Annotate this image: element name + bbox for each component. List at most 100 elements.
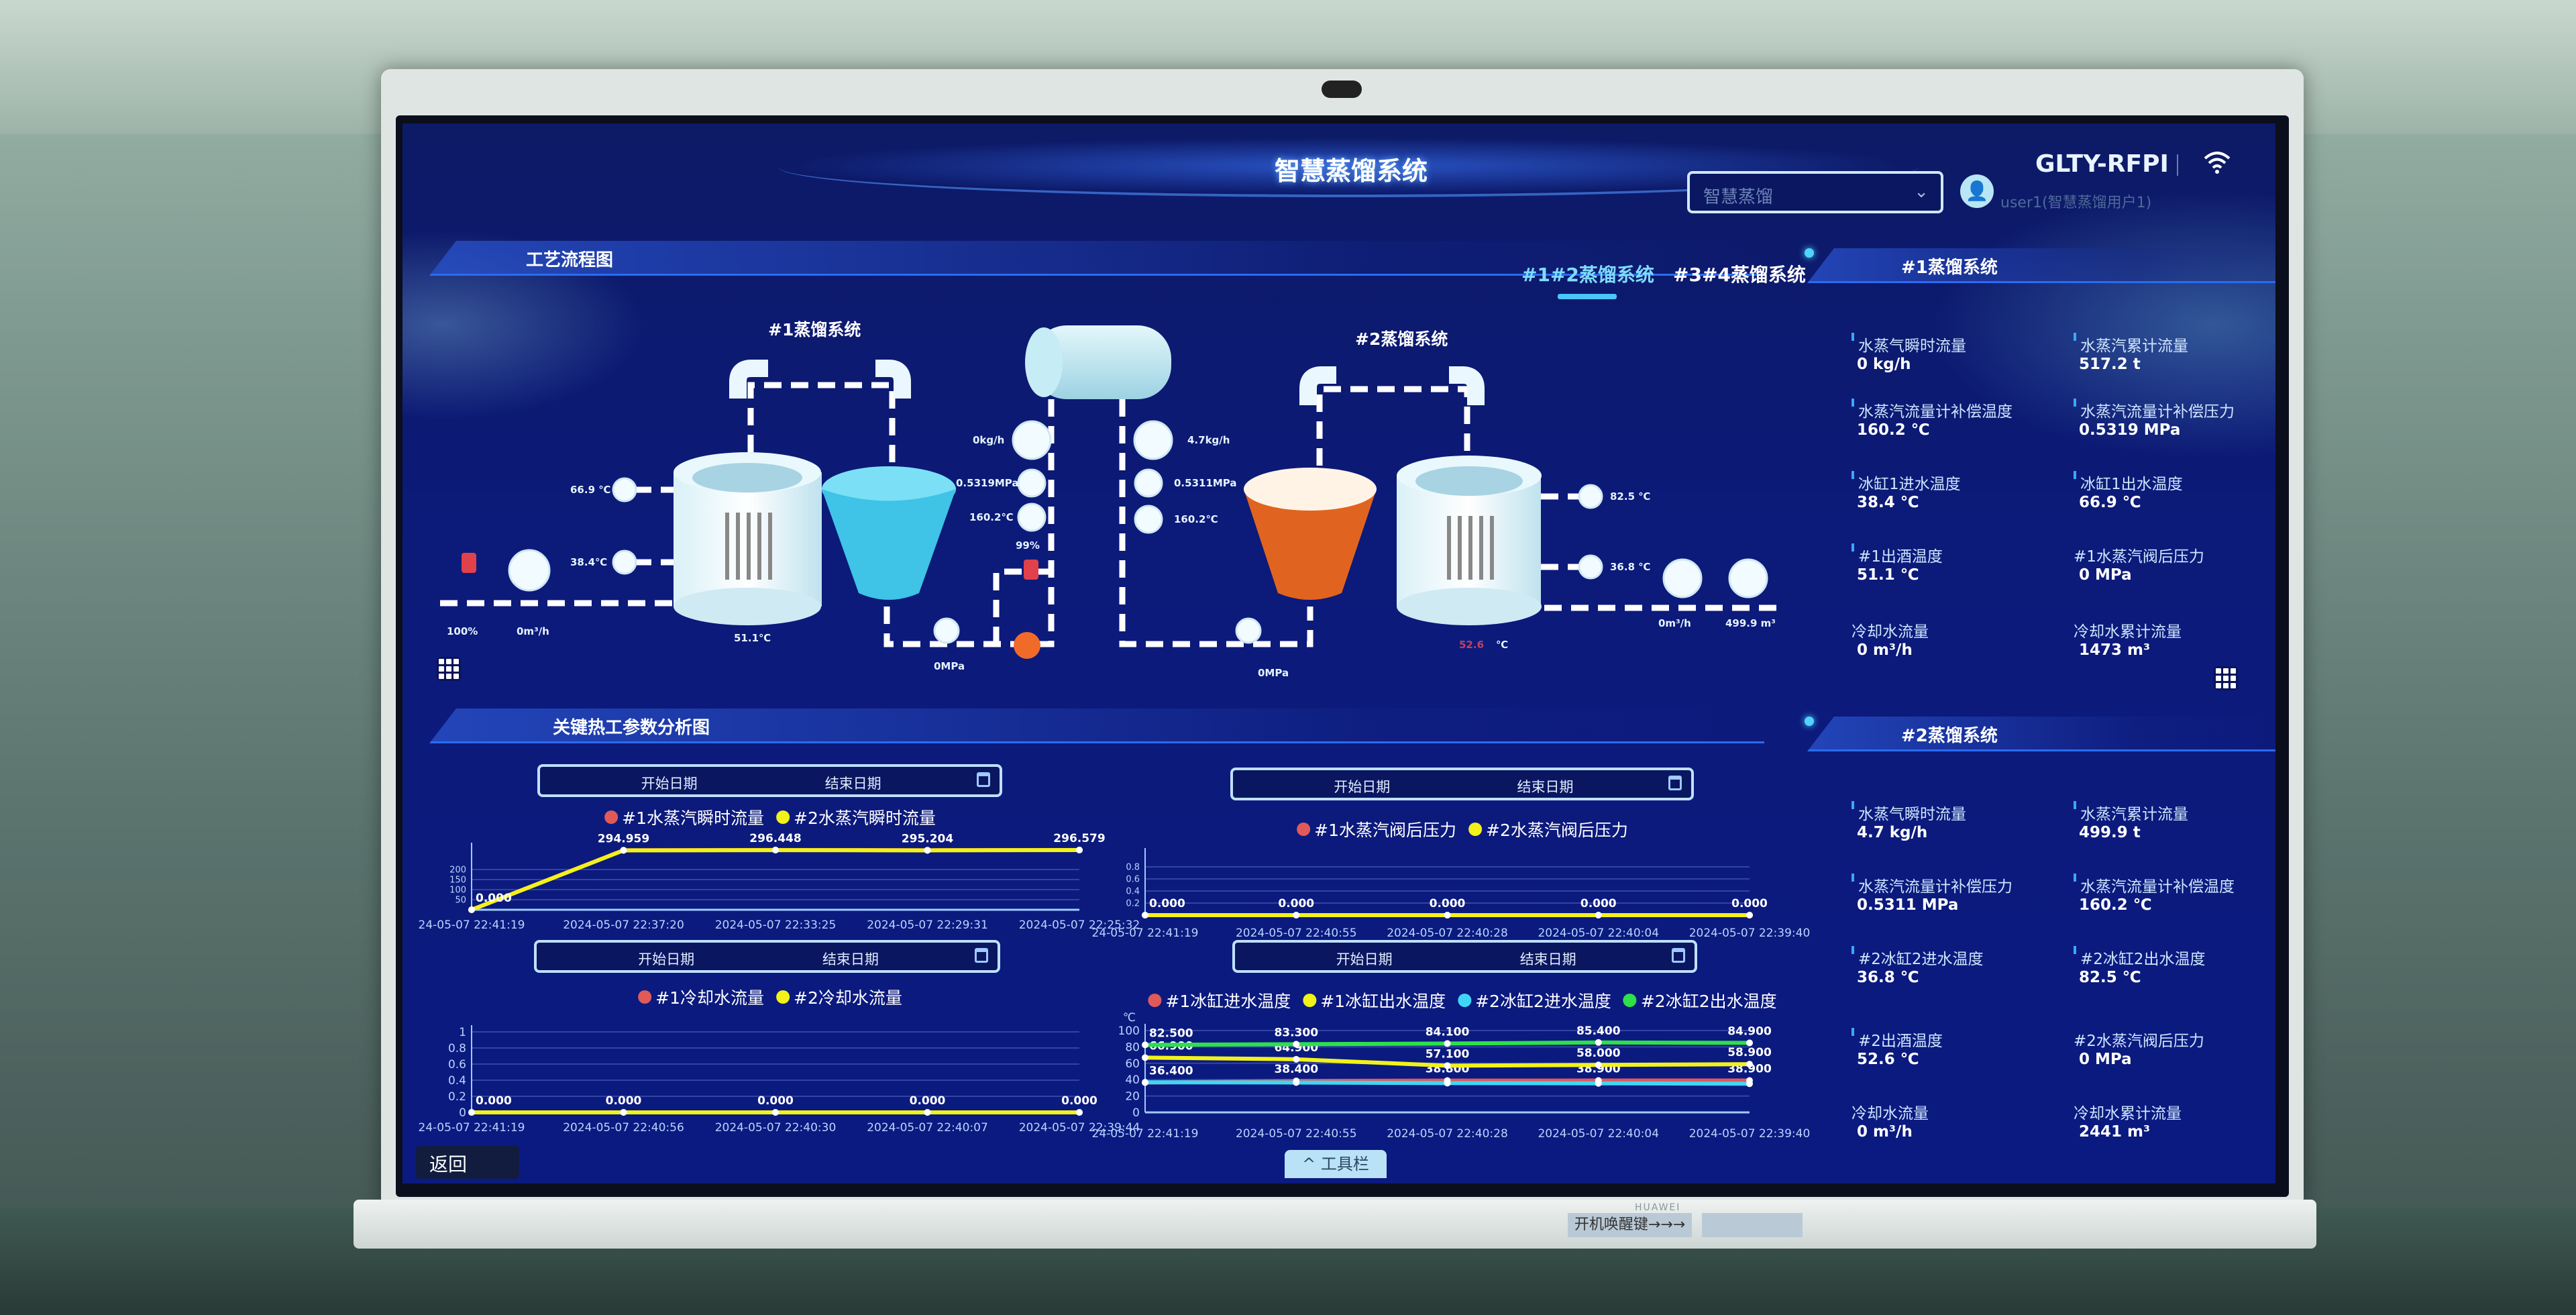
user-name: user1(智慧蒸馏用户1) — [2000, 195, 2152, 211]
system-select[interactable]: 智慧蒸馏 ⌄ — [1687, 171, 1943, 213]
legend-label: #2水蒸汽瞬时流量 — [794, 808, 936, 828]
calendar-icon[interactable] — [975, 948, 988, 963]
data-point — [1595, 1061, 1602, 1069]
legend-item[interactable]: #1冷却水流量 — [638, 985, 764, 1009]
data-point — [620, 847, 627, 854]
date-range-picker-3[interactable]: 开始日期 结束日期 — [534, 940, 1000, 973]
legend-label: #2冷却水流量 — [794, 988, 902, 1008]
param-value: 0.5311 MPa — [1857, 896, 1959, 914]
end-date-field[interactable]: 结束日期 — [822, 951, 879, 967]
legend-item[interactable]: #2水蒸汽阀后压力 — [1468, 817, 1628, 841]
legend-label: #1水蒸汽阀后压力 — [1314, 821, 1456, 840]
start-date-field[interactable]: 开始日期 — [641, 776, 698, 792]
y-axis-label: ℃ — [1123, 1011, 1136, 1024]
x-tick-label: 24-05-07 22:41:19 — [1092, 1127, 1199, 1141]
param-value: 0.5319 MPa — [2079, 421, 2181, 439]
param-value: 0 MPa — [2079, 566, 2132, 584]
data-point — [1142, 1041, 1148, 1049]
date-range-picker-2[interactable]: 开始日期 结束日期 — [1230, 768, 1694, 800]
data-point — [1444, 912, 1451, 918]
data-label: 0.000 — [1430, 897, 1466, 910]
param-value: 82.5 ℃ — [2079, 969, 2141, 986]
tank-out-temp-2: 82.5 ℃ — [1610, 490, 1651, 503]
data-point — [1293, 1041, 1300, 1048]
pressure-gauge-icon — [508, 549, 551, 592]
flow-gauge-icon — [1133, 420, 1173, 460]
legend-label: #1冰缸进水温度 — [1165, 992, 1291, 1011]
legend-item[interactable]: #1水蒸汽阀后压力 — [1297, 817, 1456, 841]
legend-item[interactable]: #2冰缸2出水温度 — [1623, 988, 1777, 1012]
legend-item[interactable]: #2水蒸汽瞬时流量 — [776, 805, 936, 829]
y-tick-label: 0.6 — [448, 1058, 466, 1071]
x-tick-label: 24-05-07 22:41:19 — [419, 1121, 525, 1135]
legend-item[interactable]: #1冰缸出水温度 — [1303, 988, 1446, 1012]
data-label: 57.100 — [1426, 1047, 1470, 1061]
legend-swatch — [1148, 994, 1162, 1007]
pressure-sensor-icon — [1134, 468, 1163, 498]
tank-out-temp-1: 66.9 ℃ — [570, 484, 611, 496]
x-tick-label: 24-05-07 22:41:19 — [419, 918, 525, 932]
data-point — [1142, 1054, 1148, 1061]
data-label: 58.000 — [1576, 1047, 1621, 1060]
y-tick-label: 20 — [1125, 1090, 1140, 1104]
end-date-field[interactable]: 结束日期 — [1517, 779, 1574, 795]
data-point — [924, 1109, 931, 1116]
pipe-steam-2 — [1119, 399, 1313, 647]
pipe-outlet-1 — [883, 399, 1055, 647]
end-date-field[interactable]: 结束日期 — [824, 776, 881, 792]
start-date-field[interactable]: 开始日期 — [1336, 951, 1393, 967]
chart-legend: #1水蒸汽瞬时流量 #2水蒸汽瞬时流量 — [604, 805, 936, 829]
legend-swatch — [1623, 994, 1637, 1007]
date-range-picker-1[interactable]: 开始日期 结束日期 — [537, 764, 1002, 797]
end-date-field[interactable]: 结束日期 — [1519, 951, 1576, 967]
steam-pressure-1: 0.5319MPa — [956, 477, 1019, 489]
grid-menu-icon[interactable] — [437, 657, 461, 681]
tab-system-1-2[interactable]: #1#2蒸馏系统 — [1521, 264, 1654, 286]
y-tick-label: 0 — [1132, 1106, 1140, 1120]
data-point — [1444, 1062, 1451, 1069]
calendar-icon[interactable] — [1672, 948, 1685, 963]
param-label: #1出酒温度 — [1851, 543, 1943, 566]
legend-item[interactable]: #1冰缸进水温度 — [1148, 988, 1291, 1012]
data-point — [1076, 847, 1083, 854]
legend-item[interactable]: #2冰缸2进水温度 — [1458, 988, 1611, 1012]
param-value: 51.1 ℃ — [1857, 566, 1919, 584]
data-label: 0.000 — [1061, 1094, 1097, 1108]
start-date-field[interactable]: 开始日期 — [638, 951, 695, 967]
data-point — [772, 1109, 779, 1116]
calendar-icon[interactable] — [977, 772, 990, 787]
legend-item[interactable]: #1水蒸汽瞬时流量 — [604, 805, 764, 829]
param-label: #2冰缸2进水温度 — [1851, 946, 1984, 969]
param-label: 水蒸汽流量计补偿温度 — [2074, 874, 2235, 896]
divider — [2177, 154, 2178, 176]
y-tick-label: 0.8 — [1126, 863, 1140, 873]
grid-menu-icon[interactable] — [2214, 666, 2238, 690]
y-tick-label: 50 — [455, 896, 466, 906]
x-tick-label: 2024-05-07 22:39:44 — [1019, 1121, 1140, 1135]
data-point — [1595, 912, 1602, 918]
back-button[interactable]: 返回 — [416, 1146, 519, 1179]
cooling-flow-2: 0m³/h — [1658, 617, 1691, 629]
x-tick-label: 2024-05-07 22:29:31 — [867, 918, 988, 932]
brand-logo: HUAWEI — [1635, 1202, 1681, 1213]
calendar-icon[interactable] — [1668, 776, 1682, 790]
line-chart-3: 0 0.2 0.4 0.6 0.8 1 24-05-07 22:41:19 2024-05-0… — [419, 1025, 1140, 1135]
legend-item[interactable]: #2冷却水流量 — [776, 985, 902, 1009]
date-range-picker-4[interactable]: 开始日期 结束日期 — [1232, 940, 1697, 973]
user-icon[interactable]: 👤 — [1960, 174, 1994, 208]
panel2-title: #2蒸馏系统 — [1901, 726, 1998, 746]
start-date-field[interactable]: 开始日期 — [1334, 779, 1391, 795]
flow-gauge-icon — [1662, 558, 1703, 598]
legend-label: #2冰缸2出水温度 — [1640, 992, 1777, 1011]
param-value: 0 MPa — [2079, 1051, 2132, 1068]
distillation-tank-2 — [1397, 456, 1542, 625]
data-point — [1444, 1080, 1451, 1087]
pipe-vapor-2 — [1316, 386, 1470, 466]
x-tick-label: 2024-05-07 22:40:28 — [1387, 1127, 1508, 1141]
tab-system-3-4[interactable]: #3#4蒸馏系统 — [1673, 264, 1806, 286]
pressure-sensor-icon — [1017, 468, 1046, 498]
legend-label: #1冷却水流量 — [655, 988, 764, 1008]
wine-temp-1: 51.1℃ — [734, 632, 771, 644]
steam-pressure-2: 0.5311MPa — [1174, 477, 1237, 489]
toolbar-button[interactable]: ^ 工具栏 — [1285, 1150, 1387, 1178]
